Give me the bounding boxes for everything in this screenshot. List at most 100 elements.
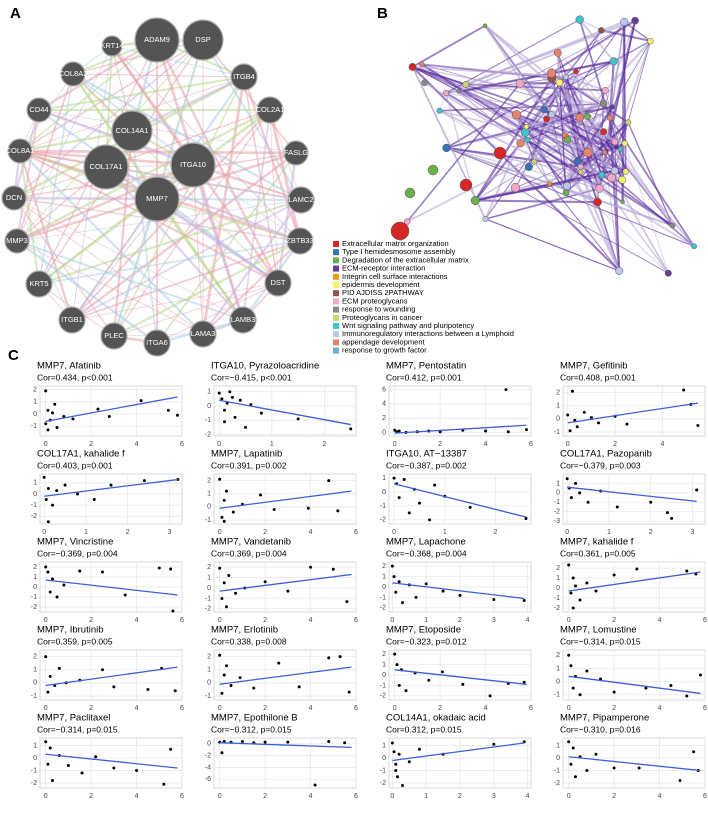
point bbox=[393, 652, 397, 656]
x-tick-label: 2 bbox=[438, 705, 442, 712]
point bbox=[100, 668, 104, 672]
point bbox=[578, 491, 582, 495]
point bbox=[230, 395, 234, 399]
edge bbox=[550, 19, 636, 75]
legend-swatch bbox=[333, 273, 339, 280]
edge bbox=[424, 81, 695, 248]
edge bbox=[575, 71, 611, 119]
node-label: LAMC2 bbox=[288, 195, 313, 204]
legend-swatch bbox=[333, 265, 339, 272]
point bbox=[637, 766, 641, 770]
edge bbox=[526, 125, 567, 138]
node-label: COL8A1 bbox=[6, 146, 35, 155]
edge bbox=[621, 21, 626, 202]
edge bbox=[484, 24, 616, 143]
x-tick-label: 1 bbox=[424, 617, 428, 624]
legend-label: appendage development bbox=[342, 337, 425, 346]
y-tick-label: 6 bbox=[382, 386, 386, 393]
edge bbox=[578, 18, 615, 62]
x-tick-label: 0 bbox=[218, 617, 222, 624]
plot-title: MMP7, Afatinib bbox=[37, 361, 101, 372]
node bbox=[229, 306, 257, 334]
point bbox=[94, 755, 98, 759]
point bbox=[417, 747, 421, 751]
point bbox=[109, 483, 113, 487]
point bbox=[612, 690, 616, 694]
y-tick-label: -1 bbox=[380, 503, 386, 510]
node bbox=[524, 136, 531, 143]
point bbox=[401, 601, 405, 605]
point bbox=[224, 489, 228, 493]
node-label: COL17A1 bbox=[90, 162, 123, 171]
node bbox=[610, 166, 619, 175]
y-tick-label: -1 bbox=[554, 499, 560, 506]
y-tick-label: -2 bbox=[205, 606, 211, 613]
point bbox=[50, 411, 54, 415]
y-tick-label: 1 bbox=[33, 667, 37, 674]
plot-title: ITGA10, Pyrazoloacridine bbox=[211, 361, 319, 372]
point bbox=[107, 414, 111, 418]
node bbox=[170, 142, 216, 188]
plot-area bbox=[213, 473, 357, 525]
node bbox=[563, 136, 572, 144]
legend-label: Wnt signaling pathway and pluripotency bbox=[342, 321, 474, 330]
point bbox=[612, 766, 616, 770]
edge bbox=[445, 19, 580, 94]
point bbox=[244, 425, 248, 429]
point bbox=[424, 582, 428, 586]
x-tick-label: 2 bbox=[438, 441, 442, 448]
y-tick-label: -1 bbox=[205, 595, 211, 602]
edge bbox=[13, 197, 244, 321]
node bbox=[609, 104, 615, 110]
y-tick-label: 1 bbox=[207, 574, 211, 581]
y-tick-label: 0 bbox=[33, 680, 37, 687]
fit-line bbox=[219, 666, 352, 685]
point bbox=[522, 680, 526, 684]
y-tick-label: 2 bbox=[207, 477, 211, 484]
node bbox=[4, 228, 30, 254]
point bbox=[309, 565, 313, 569]
node bbox=[230, 63, 258, 91]
point bbox=[327, 740, 331, 744]
node-label: COL14A1 bbox=[116, 126, 149, 135]
x-tick-label: 0 bbox=[567, 705, 571, 712]
point bbox=[50, 577, 54, 581]
x-tick-label: 1 bbox=[424, 793, 428, 800]
point bbox=[524, 428, 528, 432]
fit-line bbox=[567, 402, 698, 424]
x-tick-label: 2 bbox=[494, 529, 498, 536]
edge bbox=[268, 109, 302, 242]
fit-line bbox=[567, 486, 697, 503]
y-tick-label: -2 bbox=[554, 780, 560, 787]
fit-line bbox=[393, 483, 527, 518]
plot-subtitle: Cor=−0.312, p=0.015 bbox=[211, 724, 292, 734]
plot-area bbox=[213, 649, 357, 701]
y-tick-label: 2 bbox=[382, 651, 386, 658]
x-tick-label: 2 bbox=[263, 529, 267, 536]
point bbox=[397, 752, 401, 756]
node bbox=[669, 222, 676, 229]
plot-title: MMP7, Vandetanib bbox=[211, 537, 291, 548]
plot-title: MMP7, kahalide f bbox=[560, 537, 634, 548]
node bbox=[620, 199, 625, 205]
point bbox=[220, 596, 224, 600]
fit-line bbox=[219, 573, 352, 592]
fit-line bbox=[45, 666, 178, 687]
x-tick-label: 4 bbox=[135, 441, 139, 448]
edge bbox=[445, 92, 588, 118]
y-tick-label: 1 bbox=[33, 574, 37, 581]
point bbox=[53, 402, 57, 406]
edge bbox=[421, 63, 566, 78]
edge bbox=[16, 239, 158, 345]
node bbox=[403, 218, 411, 225]
fit-line bbox=[568, 571, 701, 592]
node-label: ITGA10 bbox=[180, 160, 206, 169]
y-tick-label: 1 bbox=[382, 742, 386, 749]
node bbox=[515, 79, 525, 88]
x-tick-label: 2 bbox=[458, 793, 462, 800]
point bbox=[567, 563, 571, 567]
point bbox=[565, 477, 569, 481]
x-tick-label: 0 bbox=[392, 529, 396, 536]
